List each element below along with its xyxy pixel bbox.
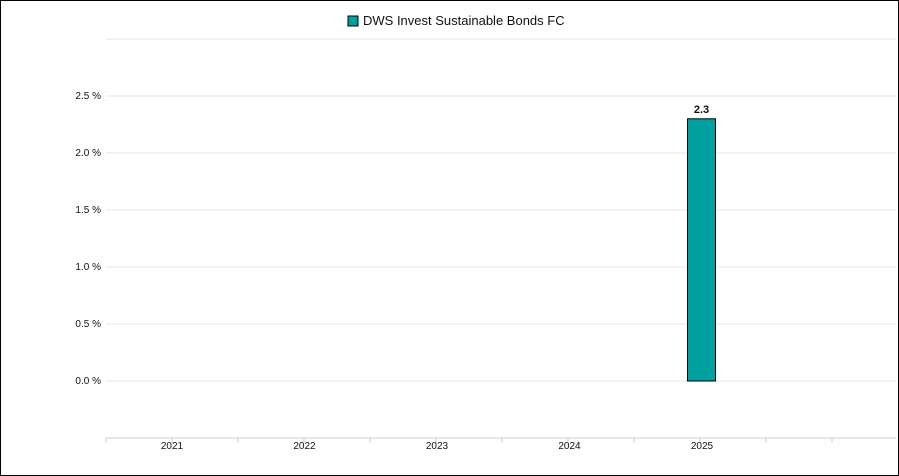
bar-value-label: 2.3 — [694, 104, 709, 116]
legend-label: DWS Invest Sustainable Bonds FC — [363, 13, 565, 28]
x-tick-label: 2021 — [161, 441, 184, 452]
gridlines — [106, 38, 896, 382]
y-tick-label: 2.0 % — [75, 148, 101, 159]
y-tick-label: 2.5 % — [75, 91, 101, 102]
y-tick-label: 0.5 % — [75, 319, 101, 330]
y-tick-label: 1.5 % — [75, 205, 101, 216]
y-tick-label: 0.0 % — [75, 376, 101, 387]
x-tick-label: 2024 — [558, 441, 581, 452]
data-labels: 2.3 — [694, 104, 709, 116]
bars — [687, 118, 716, 382]
legend-swatch — [347, 15, 359, 27]
y-axis-ticks: 0.0 % 0.5 % 1.0 % 1.5 % 2.0 % 2.5 % — [75, 91, 101, 387]
x-tick-label: 2022 — [293, 441, 316, 452]
x-tick-label: 2023 — [426, 441, 449, 452]
x-tick-label: 2025 — [691, 441, 714, 452]
legend[interactable]: DWS Invest Sustainable Bonds FC — [347, 13, 565, 28]
y-tick-label: 1.0 % — [75, 262, 101, 273]
bar-2025[interactable] — [687, 118, 716, 382]
x-axis: 2021 2022 2023 2024 2025 — [105, 437, 896, 452]
